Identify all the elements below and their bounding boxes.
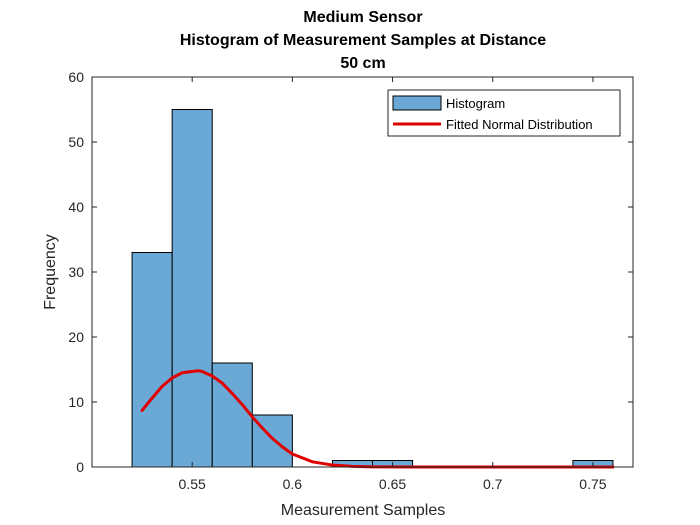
title-line-3: 50 cm [340,55,385,72]
legend-histogram-label: Histogram [446,96,505,111]
title-line-2: Histogram of Measurement Samples at Dist… [180,32,546,49]
x-tick-label: 0.65 [379,476,406,492]
title-line-1: Medium Sensor [303,9,422,26]
legend-box [387,89,621,137]
histogram-bar [171,109,213,468]
y-axis-ticks: 0 10 20 30 40 50 60 [68,69,633,475]
x-tick-label: 0.55 [179,476,206,492]
chart-title: Medium Sensor Histogram of Measurement S… [180,9,546,72]
y-tick-label: 30 [68,264,84,280]
y-tick-label: 50 [68,134,84,150]
legend-histogram-swatch [392,95,442,111]
y-tick-label: 0 [76,459,84,475]
y-axis-label: Frequency [42,234,59,310]
y-tick-label: 10 [68,394,84,410]
x-axis-label: Measurement Samples [281,502,446,519]
x-tick-label: 0.7 [483,476,503,492]
y-tick-label: 60 [68,69,84,85]
legend-fitted-label: Fitted Normal Distribution [446,117,593,132]
x-tick-label: 0.6 [283,476,303,492]
x-axis-ticks: 0.55 0.6 0.65 0.7 0.75 [179,77,607,492]
histogram-bars [131,109,614,468]
y-tick-label: 40 [68,199,84,215]
fitted-normal-line [140,369,615,469]
legend: Histogram Fitted Normal Distribution [387,89,621,137]
y-tick-label: 20 [68,329,84,345]
x-tick-label: 0.75 [579,476,606,492]
histogram-bar [131,252,173,468]
